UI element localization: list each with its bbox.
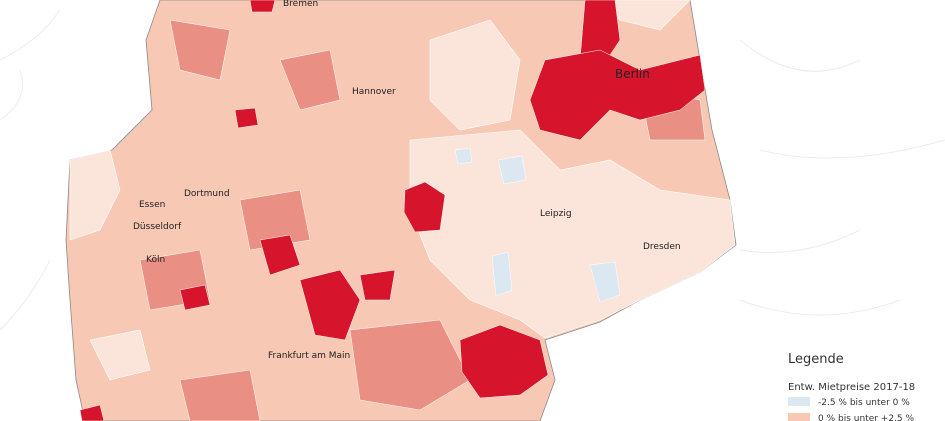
- legend-title: Legende: [788, 352, 844, 367]
- legend-label: -2.5 % bis unter 0 %: [818, 398, 910, 408]
- city-label: Frankfurt am Main: [268, 351, 350, 361]
- city-label: Hannover: [352, 87, 396, 97]
- city-label: Essen: [139, 200, 165, 210]
- legend-label: 0 % bis unter +2.5 %: [818, 414, 915, 421]
- city-label: Düsseldorf: [133, 222, 182, 232]
- city-label: Leipzig: [540, 209, 572, 219]
- legend-swatch: [788, 413, 810, 421]
- city-label: Dortmund: [184, 189, 230, 199]
- base-map-lines: [0, 9, 945, 331]
- city-labels: Bremen Hannover Berlin Dortmund Essen Dü…: [133, 0, 681, 361]
- city-label: Berlin: [615, 67, 650, 81]
- legend-swatch: [788, 397, 810, 406]
- high-regions: [79, 0, 706, 421]
- city-label: Dresden: [643, 242, 681, 252]
- legend: Legende Entw. Mietpreise 2017-18 -2.5 % …: [788, 352, 915, 421]
- decline-regions: [454, 147, 621, 303]
- city-label: Bremen: [283, 0, 318, 9]
- legend-subtitle: Entw. Mietpreise 2017-18: [788, 382, 915, 393]
- city-label: Köln: [146, 255, 165, 265]
- pale-regions: [69, 0, 736, 381]
